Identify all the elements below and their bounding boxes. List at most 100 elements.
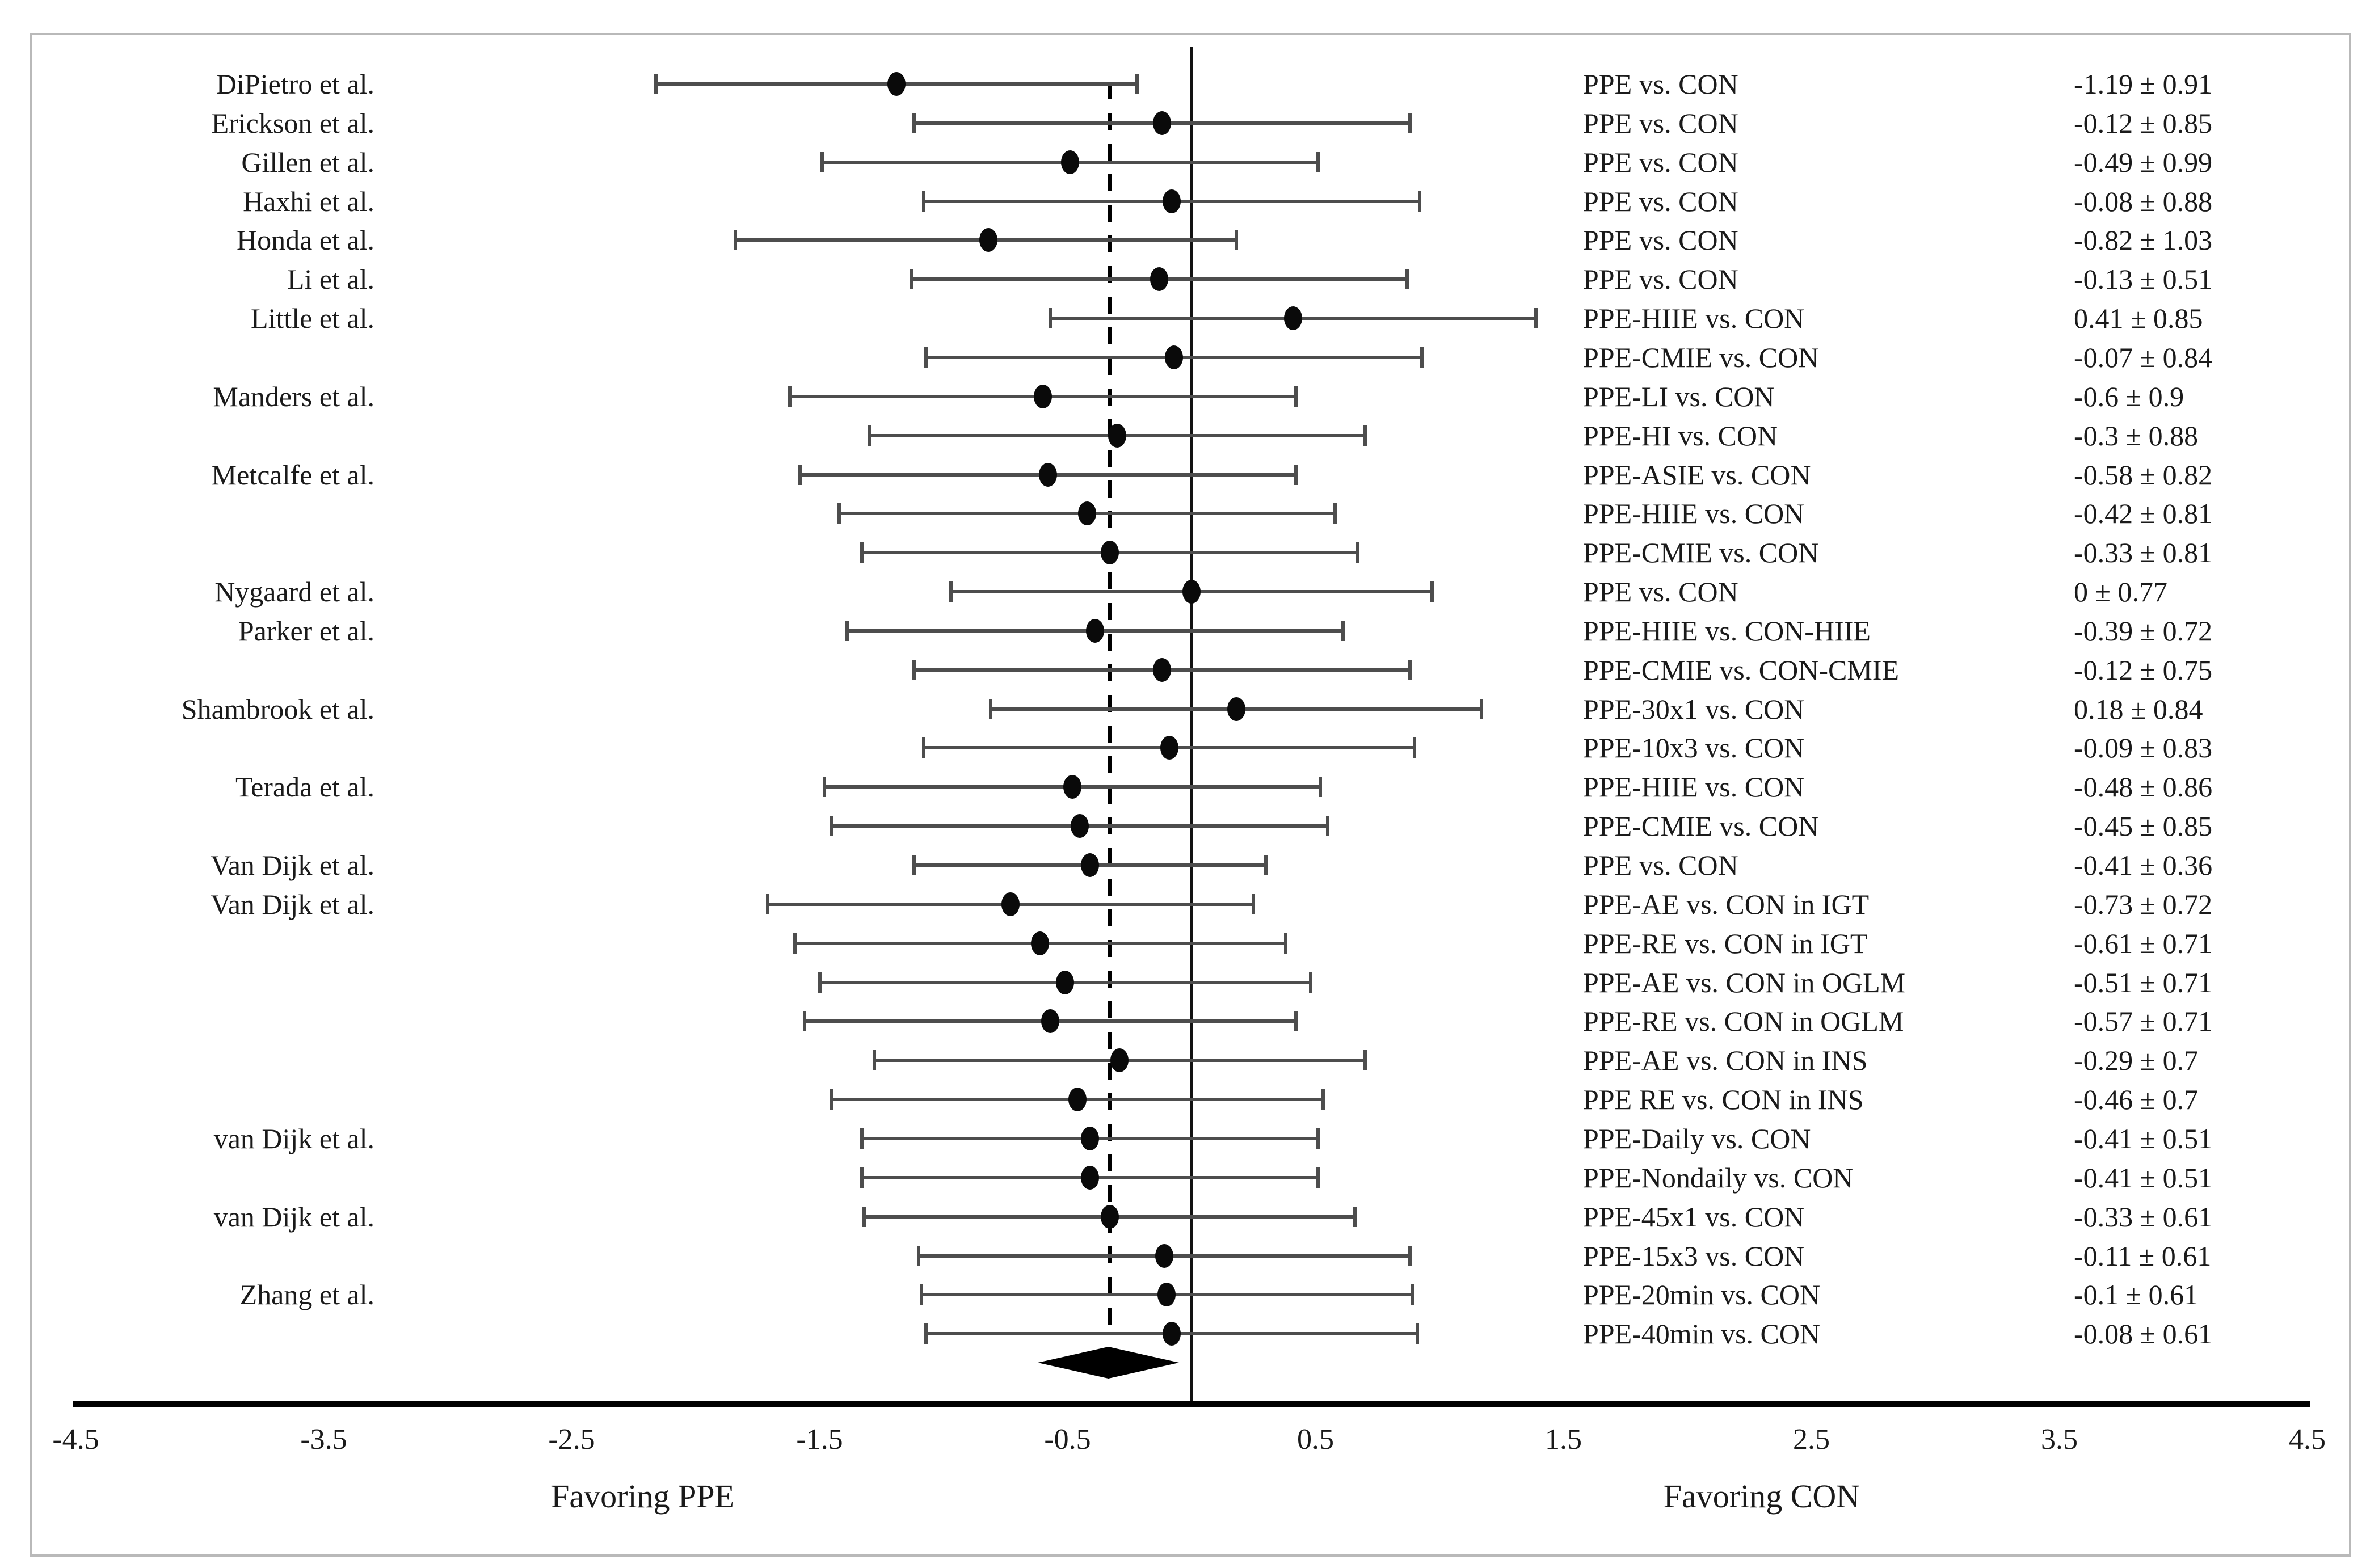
effect-value-label: -0.39 ± 0.72	[2074, 614, 2213, 647]
ci-whisker	[818, 970, 1312, 994]
effect-value-label: -0.58 ± 0.82	[2074, 458, 2213, 491]
comparison-label: PPE-HI vs. CON	[1583, 419, 1778, 452]
effect-point	[1080, 853, 1099, 877]
effect-point	[1078, 501, 1097, 526]
ci-whisker	[917, 1244, 1412, 1268]
ci-whisker	[837, 501, 1337, 526]
x-tick-label: 1.5	[1545, 1423, 1582, 1456]
effect-point	[1038, 462, 1057, 487]
x-tick-label: -2.5	[548, 1423, 595, 1456]
effect-value-label: -0.48 ± 0.86	[2074, 771, 2213, 803]
ci-whisker	[910, 267, 1409, 292]
x-tick-label: 4.5	[2289, 1423, 2326, 1456]
ci-cap-right	[1363, 425, 1367, 446]
study-label: van Dijk et al.	[213, 1200, 374, 1233]
ci-cap-left	[949, 581, 953, 602]
ci-cap-left	[1048, 308, 1052, 329]
ci-whisker	[1048, 306, 1538, 331]
effect-value-label: -0.11 ± 0.61	[2074, 1240, 2212, 1272]
axis-caption-right: Favoring CON	[1663, 1478, 1860, 1515]
study-label: van Dijk et al.	[213, 1122, 374, 1154]
effect-point	[1284, 306, 1303, 331]
effect-point	[1041, 1009, 1059, 1034]
comparison-label: PPE vs. CON	[1583, 68, 1738, 100]
study-label: Erickson et al.	[211, 107, 374, 139]
effect-value-label: -0.82 ± 1.03	[2074, 224, 2213, 256]
ci-cap-right	[1294, 386, 1298, 407]
study-label: Honda et al.	[237, 224, 374, 256]
comparison-label: PPE-HIIE vs. CON	[1583, 302, 1805, 335]
study-label: Metcalfe et al.	[211, 458, 374, 491]
x-tick-label: -3.5	[300, 1423, 347, 1456]
ci-cap-right	[1408, 112, 1412, 133]
effect-value-label: 0.18 ± 0.84	[2074, 693, 2203, 725]
ci-cap-right	[1264, 855, 1268, 875]
ci-whisker	[845, 618, 1345, 643]
effect-value-label: -0.57 ± 0.71	[2074, 1005, 2213, 1038]
study-label: Parker et al.	[238, 614, 374, 647]
ci-whisker	[654, 72, 1139, 96]
ci-cap-right	[1534, 308, 1538, 329]
effect-point	[1110, 1048, 1129, 1073]
x-tick-label: 2.5	[1793, 1423, 1830, 1456]
comparison-label: PPE-RE vs. CON in IGT	[1583, 927, 1868, 959]
study-label: Shambrook et al.	[181, 693, 374, 725]
comparison-label: PPE-CMIE vs. CON	[1583, 810, 1819, 842]
ci-cap-right	[1284, 933, 1288, 954]
ci-cap-left	[845, 620, 849, 641]
effect-point	[1152, 657, 1171, 682]
effect-value-label: -0.42 ± 0.81	[2074, 498, 2213, 530]
ci-cap-right	[1333, 503, 1337, 524]
ci-cap-right	[1430, 581, 1434, 602]
ci-cap-left	[654, 74, 658, 94]
ci-cap-right	[1408, 659, 1412, 680]
effect-value-label: -0.41 ± 0.36	[2074, 849, 2213, 881]
ci-cap-left	[837, 503, 841, 524]
effect-point	[1163, 1322, 1181, 1346]
ci-cap-left	[910, 269, 913, 290]
ci-whisker	[798, 462, 1298, 487]
effect-point	[1080, 1165, 1099, 1190]
ci-cap-right	[1418, 191, 1422, 212]
effect-value-label: -0.51 ± 0.71	[2074, 966, 2213, 998]
ci-cap-right	[1326, 816, 1330, 837]
effect-value-label: -0.46 ± 0.7	[2074, 1084, 2199, 1116]
comparison-label: PPE-HIIE vs. CON-HIIE	[1583, 614, 1871, 647]
ci-cap-left	[872, 1050, 876, 1071]
ci-cap-left	[830, 1089, 834, 1110]
effect-point	[1001, 892, 1020, 916]
ci-whisker	[912, 657, 1412, 682]
ci-whisker	[860, 1126, 1320, 1150]
ci-cap-left	[989, 698, 993, 719]
ci-whisker	[765, 892, 1256, 916]
study-label: DiPietro et al.	[216, 68, 374, 100]
ci-whisker	[924, 345, 1424, 369]
effect-point	[1060, 150, 1079, 174]
x-axis-line	[73, 1401, 2310, 1407]
comparison-label: PPE-AE vs. CON in IGT	[1583, 888, 1870, 920]
effect-value-label: -0.12 ± 0.75	[2074, 654, 2213, 686]
comparison-label: PPE-HIIE vs. CON	[1583, 771, 1805, 803]
comparison-label: PPE-AE vs. CON in INS	[1583, 1044, 1868, 1077]
ci-cap-left	[917, 1245, 921, 1266]
ci-whisker	[912, 853, 1268, 877]
effect-value-label: 0.41 ± 0.85	[2074, 302, 2203, 335]
ci-cap-left	[867, 425, 871, 446]
study-label: Gillen et al.	[241, 146, 374, 178]
ci-cap-left	[818, 972, 822, 993]
comparison-label: PPE-30x1 vs. CON	[1583, 693, 1805, 725]
effect-value-label: -0.12 ± 0.85	[2074, 107, 2213, 139]
ci-cap-right	[1363, 1050, 1367, 1071]
study-label: Manders et al.	[213, 380, 374, 412]
study-label: Zhang et al.	[239, 1279, 374, 1311]
ci-cap-left	[860, 1128, 864, 1149]
effect-value-label: -0.29 ± 0.7	[2074, 1044, 2199, 1077]
effect-point	[1033, 384, 1052, 408]
ci-cap-left	[788, 386, 792, 407]
ci-cap-right	[1316, 1128, 1320, 1149]
comparison-label: PPE vs. CON	[1583, 224, 1738, 256]
ci-cap-left	[793, 933, 797, 954]
ci-cap-right	[1405, 269, 1409, 290]
ci-cap-left	[922, 737, 926, 758]
effect-point	[1163, 189, 1181, 213]
